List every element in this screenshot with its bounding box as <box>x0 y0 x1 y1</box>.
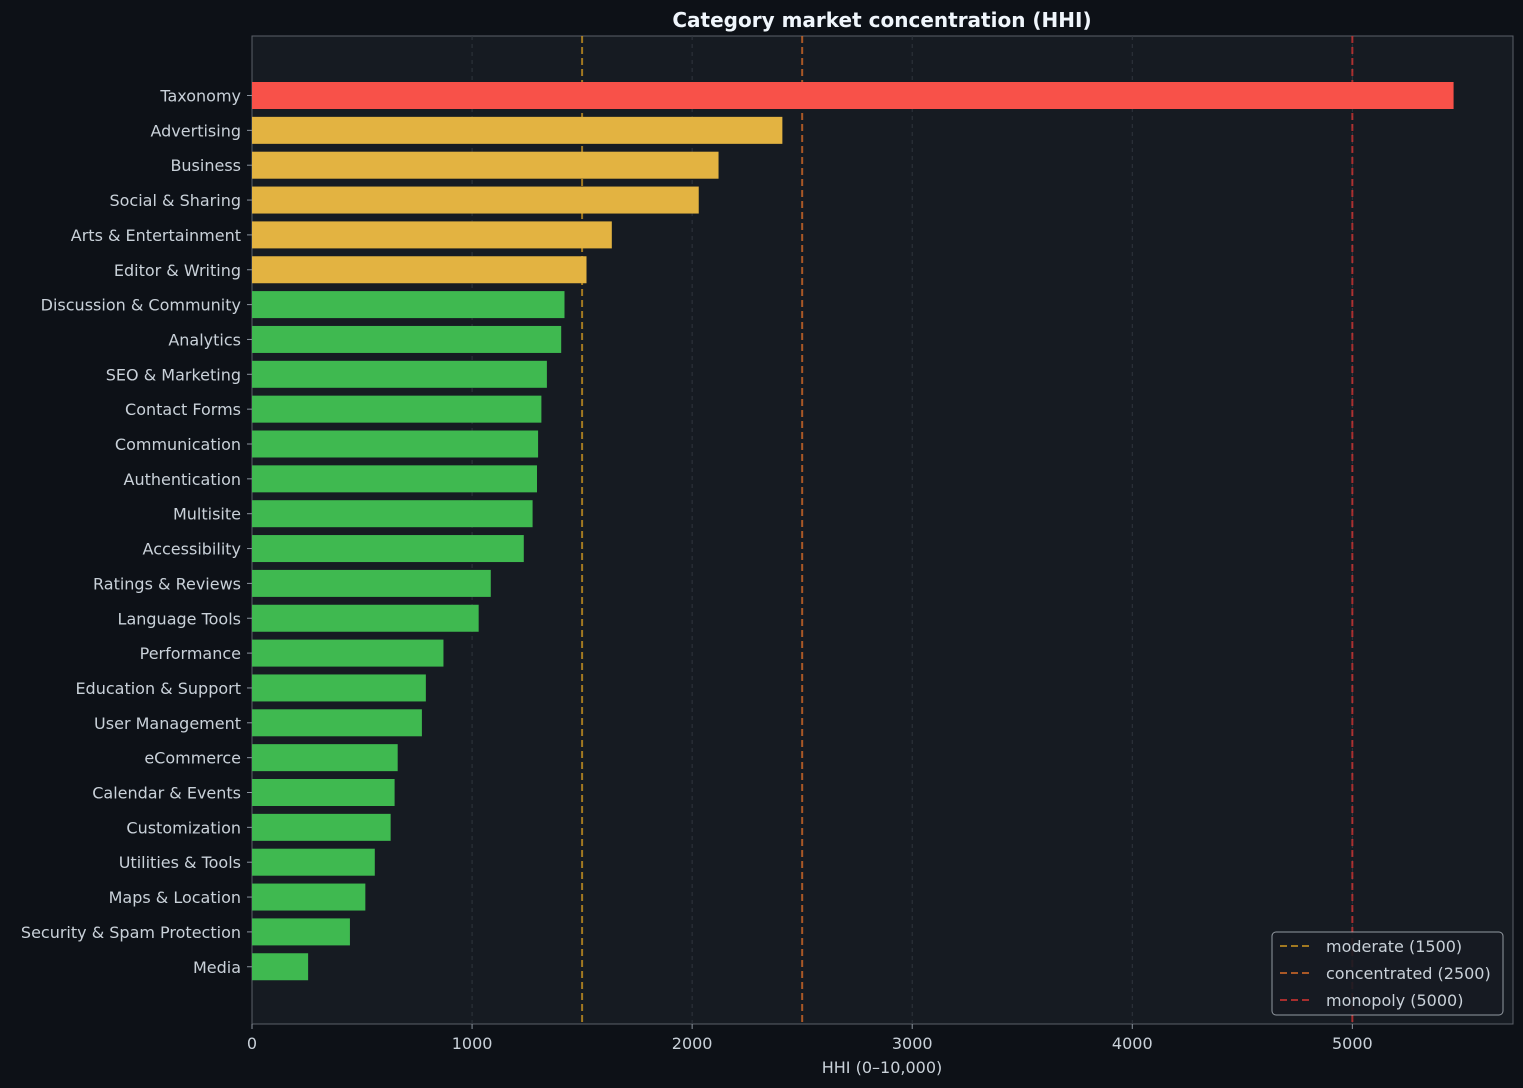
y-tick-label: eCommerce <box>144 749 241 768</box>
bar <box>252 535 524 563</box>
legend-entry: moderate (1500) <box>1326 937 1462 956</box>
bar <box>252 848 375 876</box>
legend-box <box>1271 931 1504 1016</box>
y-tick-label: Media <box>193 958 241 977</box>
bar <box>252 953 309 981</box>
legend-items: moderate (1500) concentrated (2500) monopo… <box>1280 937 1491 1010</box>
y-tick-label: Language Tools <box>118 609 241 628</box>
bar <box>252 256 587 284</box>
y-tick-label: Education & Support <box>75 679 241 698</box>
legend: moderate (1500) concentrated (2500) monopo… <box>1271 931 1504 1016</box>
chart-title: Category market concentration (HHI) <box>672 8 1091 32</box>
x-tick-label: 0 <box>247 1034 257 1053</box>
y-tick-label: Social & Sharing <box>109 191 241 210</box>
x-tick-label: 3000 <box>892 1034 933 1053</box>
y-tick-label: Security & Spam Protection <box>21 923 241 942</box>
y-tick-label: Multisite <box>173 505 241 524</box>
y-tick-label: User Management <box>94 714 241 733</box>
bar <box>252 883 366 911</box>
x-tick-label: 1000 <box>452 1034 493 1053</box>
bar <box>252 465 537 493</box>
x-tick-label: 4000 <box>1112 1034 1153 1053</box>
y-tick-label: Editor & Writing <box>114 261 241 280</box>
bar <box>252 744 398 772</box>
x-tick-labels: 0 1000 2000 3000 4000 5000 <box>247 1024 1373 1053</box>
y-tick-labels: Taxonomy Advertising Business Social & Shar… <box>21 87 252 977</box>
y-tick-label: Contact Forms <box>125 400 241 419</box>
bar <box>252 918 350 946</box>
y-tick-label: Discussion & Community <box>41 296 241 315</box>
bar <box>252 709 422 737</box>
plot-area <box>251 35 1514 1025</box>
x-tick-label: 2000 <box>672 1034 713 1053</box>
y-tick-label: Ratings & Reviews <box>93 574 241 593</box>
bar <box>252 569 491 597</box>
bar <box>252 116 783 144</box>
y-tick-label: Taxonomy <box>159 87 241 106</box>
bar <box>252 221 612 249</box>
y-tick-label: Customization <box>126 818 241 837</box>
y-tick-label: Business <box>170 156 241 175</box>
y-tick-label: Calendar & Events <box>92 784 241 803</box>
bar <box>252 360 547 388</box>
y-tick-label: Authentication <box>124 470 241 489</box>
bar <box>252 639 444 667</box>
bars <box>252 82 1454 981</box>
y-tick-label: Communication <box>115 435 241 454</box>
bar <box>252 604 479 632</box>
y-tick-label: SEO & Marketing <box>106 365 241 384</box>
bar <box>252 779 395 806</box>
bar <box>252 82 1454 109</box>
x-tick-label: 5000 <box>1332 1034 1373 1053</box>
legend-entry: monopoly (5000) <box>1326 991 1463 1010</box>
y-tick-label: Analytics <box>168 330 241 349</box>
bar <box>252 325 562 353</box>
y-tick-label: Accessibility <box>143 540 241 559</box>
bar <box>252 151 719 179</box>
bar <box>252 500 533 528</box>
legend-entry: concentrated (2500) <box>1326 964 1491 983</box>
y-tick-label: Maps & Location <box>109 888 241 907</box>
bar <box>252 186 699 214</box>
bar <box>252 674 426 702</box>
x-axis-label: HHI (0–10,000) <box>822 1058 943 1077</box>
y-tick-label: Utilities & Tools <box>119 853 241 872</box>
y-tick-label: Performance <box>140 644 241 663</box>
y-tick-label: Advertising <box>150 121 241 140</box>
bar <box>252 430 539 458</box>
y-tick-label: Arts & Entertainment <box>71 226 241 245</box>
bar <box>252 291 565 319</box>
bar <box>252 395 542 423</box>
bar <box>252 813 391 841</box>
